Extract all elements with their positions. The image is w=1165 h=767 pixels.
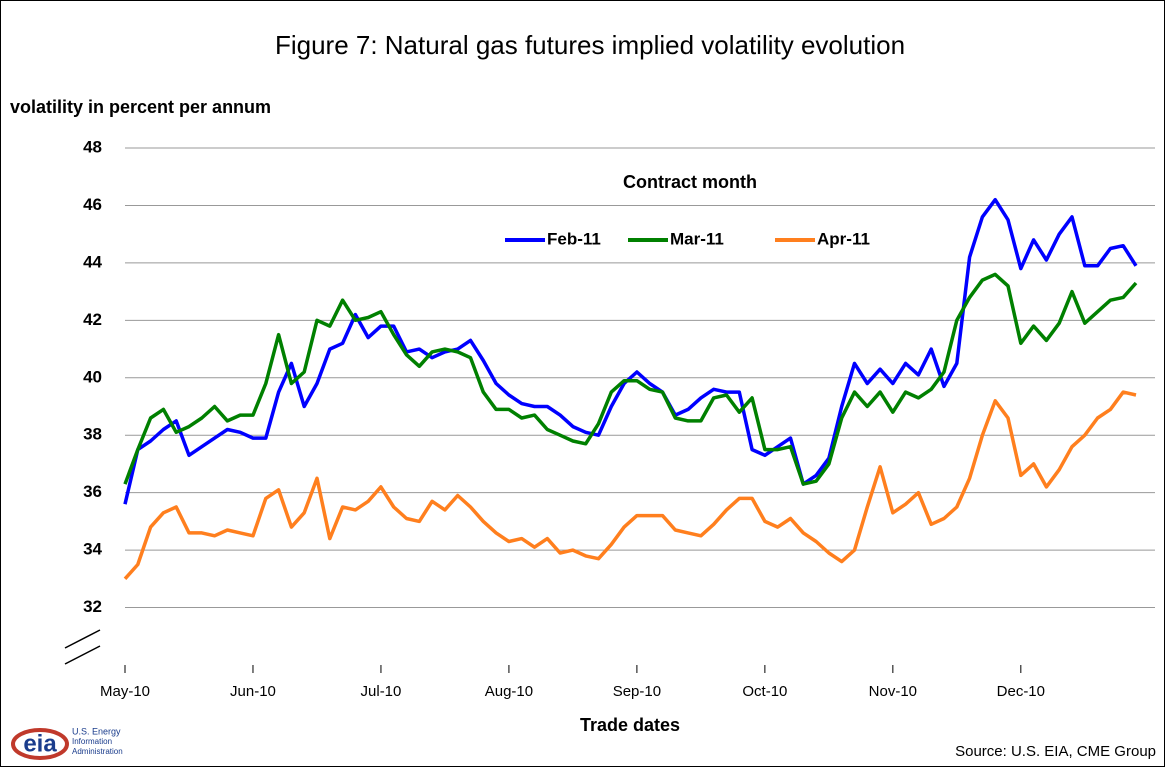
series-line: [123, 390, 1137, 580]
y-tick-label: 48: [83, 137, 102, 156]
x-tick-label: Jul-10: [361, 683, 402, 700]
series-line: [123, 197, 1138, 505]
legend-item: Mar-11: [628, 229, 724, 248]
y-tick-label: 38: [83, 425, 102, 444]
legend-title: Contract month: [623, 172, 757, 192]
y-tick-label: 32: [83, 597, 102, 616]
legend-item: Feb-11: [505, 229, 601, 248]
x-tick-label: Oct-10: [742, 683, 787, 700]
legend-label: Apr-11: [817, 229, 870, 248]
logo: eia U.S. Energy Information Administrati…: [11, 726, 123, 760]
x-axis-label: Trade dates: [580, 715, 680, 735]
source-note: Source: U.S. EIA, CME Group: [955, 743, 1156, 760]
x-tick-label: Jun-10: [230, 683, 276, 700]
logo-mark: eia: [23, 730, 57, 757]
logo-text: Information: [72, 737, 112, 746]
x-tick-label: May-10: [100, 683, 150, 700]
chart-title: Figure 7: Natural gas futures implied vo…: [275, 30, 905, 60]
x-tick-label: Aug-10: [485, 683, 533, 700]
y-tick-label: 44: [83, 252, 102, 271]
y-tick-label: 46: [83, 195, 102, 214]
x-tick-label: Nov-10: [869, 683, 917, 700]
axis-break: [64, 629, 101, 665]
legend-label: Feb-11: [547, 229, 601, 248]
break-slash: [64, 629, 101, 649]
x-tick-label: Dec-10: [997, 683, 1045, 700]
y-axis-label: volatility in percent per annum: [10, 97, 271, 117]
y-tick-label: 34: [83, 540, 102, 559]
series-line: [123, 272, 1138, 486]
y-tick-label: 36: [83, 482, 102, 501]
legend-item: Apr-11: [775, 229, 870, 248]
y-tick-label: 40: [83, 367, 102, 386]
break-slash: [64, 645, 101, 665]
logo-text: Administration: [72, 747, 123, 756]
x-tick-label: Sep-10: [613, 683, 661, 700]
legend-label: Mar-11: [670, 229, 724, 248]
logo-text: U.S. Energy: [72, 726, 121, 736]
y-tick-label: 42: [83, 310, 102, 329]
logo-swoosh: [11, 728, 69, 760]
